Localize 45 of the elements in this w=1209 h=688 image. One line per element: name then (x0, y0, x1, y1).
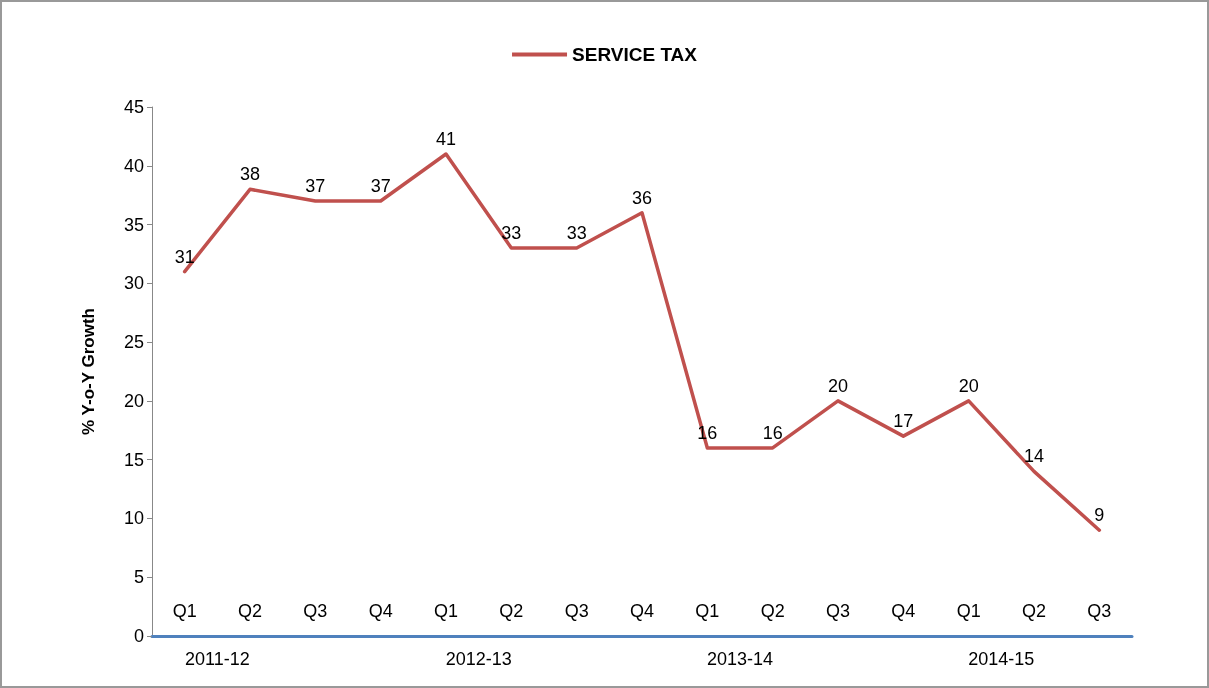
x-tick-label: Q2 (760, 601, 785, 621)
legend-label: SERVICE TAX (572, 44, 698, 65)
y-tick-label: 25 (123, 332, 144, 353)
x-tick-label: Q2 (499, 601, 524, 621)
x-tick-label: Q2 (1021, 601, 1047, 621)
data-label: 33 (566, 223, 587, 244)
data-label: 14 (1023, 446, 1045, 467)
y-tick-label: 15 (123, 449, 144, 470)
text: 2014-15 (968, 649, 1035, 669)
data-label: 9 (1094, 505, 1105, 526)
x-tick-label: Q1 (172, 601, 197, 621)
x-tick-label: Q2 (237, 601, 263, 621)
data-label: 37 (370, 176, 391, 197)
data-label: 33 (501, 223, 522, 244)
y-tick-label: 20 (123, 390, 144, 411)
x-tick-label: Q1 (433, 601, 459, 621)
text: 2013-14 (706, 649, 774, 669)
x-tick-label: Q3 (303, 601, 328, 621)
text: 2012-13 (445, 649, 512, 669)
data-label: 37 (305, 176, 326, 197)
y-tick-label: 35 (123, 214, 144, 235)
y-tick-label: 10 (123, 508, 144, 529)
x-tick-label: Q3 (825, 601, 851, 621)
x-tick-label: Q3 (1087, 601, 1112, 621)
x-tick-label: Q4 (891, 601, 916, 621)
data-label: 38 (239, 164, 261, 185)
y-tick-label: 5 (133, 567, 144, 588)
data-label: 20 (827, 375, 849, 396)
data-label: 20 (958, 375, 979, 396)
data-label: 31 (174, 246, 195, 267)
x-tick-label: Q4 (368, 601, 393, 621)
y-tick-label: 40 (123, 155, 144, 176)
y-axis-title: % Y-o-Y Growth (79, 308, 98, 435)
x-tick-label: Q3 (564, 601, 589, 621)
y-tick-label: 45 (123, 97, 144, 117)
x-tick-label: Q1 (956, 601, 981, 621)
x-tick-label: Q4 (629, 601, 655, 621)
data-label: 16 (762, 422, 783, 443)
data-label: 41 (435, 129, 457, 150)
y-tick-label: 0 (133, 626, 144, 646)
y-tick-label: 30 (123, 273, 144, 294)
data-label: 17 (893, 411, 914, 432)
data-label: 36 (631, 187, 653, 208)
x-tick-label: Q1 (695, 601, 720, 621)
text: 2011-12 (184, 649, 250, 669)
